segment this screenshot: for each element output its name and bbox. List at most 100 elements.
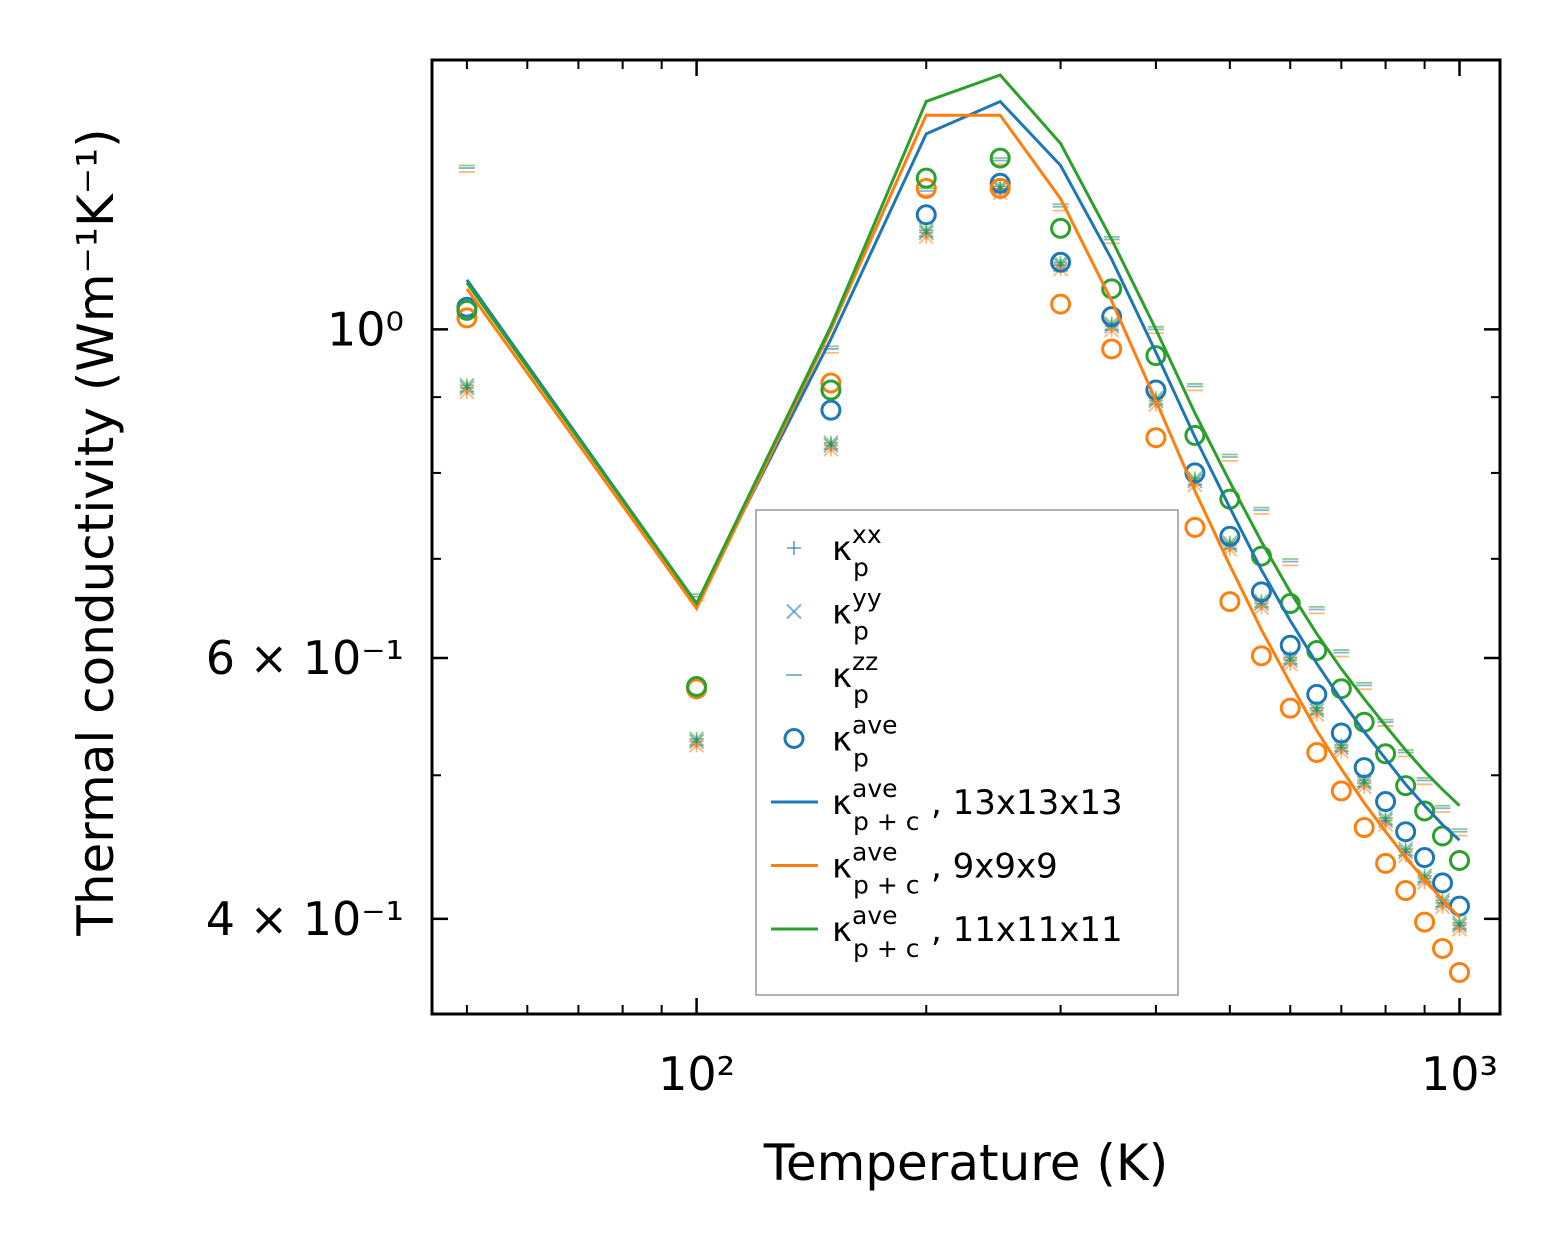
data-point-circle <box>456 307 478 329</box>
component-point-x-b <box>1451 921 1468 937</box>
data-point-circle <box>1432 872 1454 894</box>
data-point-circle <box>456 299 478 321</box>
data-point-circle <box>686 675 708 697</box>
component-point-x <box>1434 895 1451 911</box>
legend-label-kave: κave p <box>832 711 898 773</box>
component-point-x <box>1451 915 1468 931</box>
data-point-circle <box>1375 852 1397 874</box>
component-point-x-b <box>918 222 934 238</box>
data-point-circle <box>1375 791 1397 813</box>
data-point-circle <box>1219 525 1241 547</box>
data-point-circle <box>1184 516 1206 538</box>
data-point-circle <box>1101 306 1123 328</box>
component-point-x-b <box>1434 899 1451 915</box>
component-point-x <box>1222 534 1238 551</box>
data-point-circle <box>1050 217 1072 239</box>
data-point-circle <box>915 204 937 226</box>
data-point-circle <box>820 372 842 394</box>
component-point-x <box>823 435 839 451</box>
component-point-x <box>459 377 475 393</box>
data-point-circle <box>989 147 1011 169</box>
data-point-circle <box>1414 800 1436 822</box>
component-point-x-b <box>459 377 475 393</box>
legend-label-k11: κave p + c, 11x11x11 <box>832 901 1123 963</box>
component-point-x-b <box>823 441 839 457</box>
component-point-x-b <box>1052 261 1069 277</box>
component-point-x-b <box>1333 743 1349 760</box>
plot-lines <box>465 73 1461 919</box>
data-point-circle <box>1250 581 1272 603</box>
component-point-x <box>1398 844 1414 860</box>
data-point-circle <box>1330 780 1352 802</box>
data-point-circle <box>915 177 937 199</box>
data-point-circle <box>1050 293 1072 315</box>
legend-label-k13: κave p + c, 13x13x13 <box>832 774 1123 836</box>
data-point-circle <box>1375 743 1397 765</box>
data-point-circle <box>1145 345 1167 367</box>
component-point-x <box>688 731 705 747</box>
component-point-x-b <box>688 737 705 753</box>
component-point-x-b <box>918 225 934 241</box>
x-tick-label: 10² <box>658 1047 735 1101</box>
component-point-x-b <box>1309 702 1325 719</box>
data-point-circle <box>820 379 842 401</box>
data-point-circle <box>1395 775 1417 797</box>
component-point-x-b <box>1451 917 1468 933</box>
component-point-x-b <box>459 380 475 396</box>
legend-marker-circle <box>783 728 805 749</box>
data-point-circle <box>1353 817 1375 839</box>
legend-marker-x-b <box>786 603 802 620</box>
component-point-x-b <box>1377 810 1394 826</box>
axis-ticks: 10² 10³ 10⁰ 6 × 10⁻¹ 4 × 10⁻¹ <box>206 60 1500 1101</box>
legend-label-kzz: κzz p <box>832 647 878 709</box>
y-tick-label: 6 × 10⁻¹ <box>206 631 404 685</box>
component-point-x-b <box>1416 868 1433 884</box>
data-point-circle <box>1050 251 1072 273</box>
component-point-x <box>1253 599 1270 616</box>
component-point-x <box>1356 779 1372 795</box>
series-line <box>465 73 1461 807</box>
component-point-x <box>823 437 839 454</box>
component-point-x <box>1052 254 1069 271</box>
component-point-x-b <box>1356 775 1372 791</box>
data-point-circle <box>1219 591 1241 613</box>
component-point-x-b <box>823 437 839 454</box>
data-point-circle <box>1449 849 1471 871</box>
data-point-circle <box>1414 911 1436 933</box>
component-point-x-b <box>1333 739 1349 756</box>
data-point-circle <box>820 399 842 421</box>
component-point-x-b <box>1356 779 1372 795</box>
data-point-circle <box>989 177 1011 199</box>
component-point-x <box>1309 706 1325 722</box>
component-point-x-b <box>688 733 705 750</box>
series-line <box>465 113 1461 919</box>
legend-label-kyy: κyy p <box>832 584 882 646</box>
component-point-x <box>1333 739 1349 756</box>
series-line <box>465 99 1461 842</box>
data-point-circle <box>1414 847 1436 869</box>
component-point-x <box>688 733 705 750</box>
data-point-circle <box>1279 697 1301 719</box>
component-point-x <box>1377 810 1394 826</box>
component-point-x-b <box>1451 915 1468 931</box>
component-point-x-b <box>1282 652 1298 668</box>
component-point-x <box>1282 652 1298 668</box>
y-tick-label: 10⁰ <box>327 302 404 356</box>
component-point-x <box>1052 261 1069 277</box>
component-point-x <box>1309 702 1325 719</box>
component-point-x-b <box>1052 254 1069 271</box>
component-point-x <box>992 181 1008 197</box>
component-point-x <box>1104 315 1120 332</box>
component-point-x <box>1333 743 1349 760</box>
component-point-x-b <box>918 229 934 245</box>
component-point-x-b <box>688 731 705 747</box>
data-point-circle <box>1145 427 1167 449</box>
legend-box <box>755 509 1179 996</box>
component-point-x-b <box>1416 874 1433 890</box>
data-point-circle <box>1395 821 1417 843</box>
component-point-x <box>1356 775 1372 791</box>
component-point-x <box>823 441 839 457</box>
